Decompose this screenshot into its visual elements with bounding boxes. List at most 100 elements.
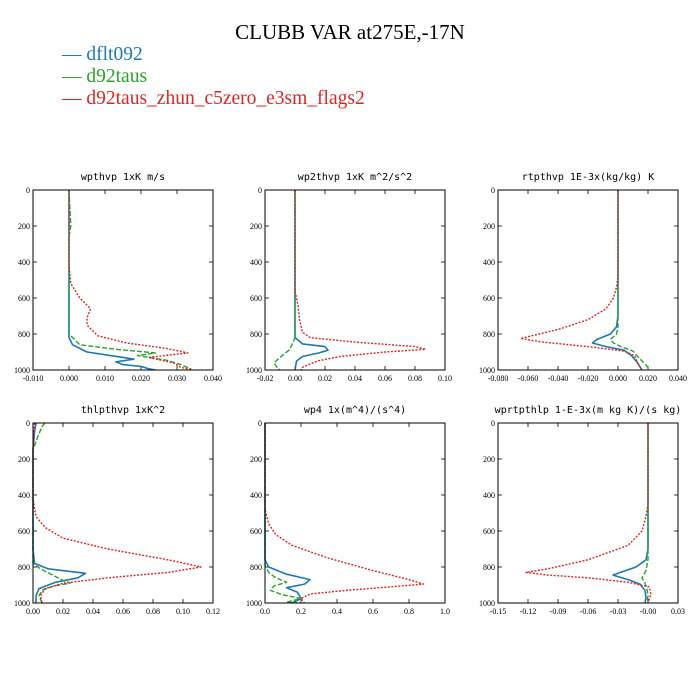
x-tick-label: -0.02 [257,374,274,383]
panel-frame [264,422,446,604]
series-line-d92taus [68,189,192,370]
panel-3: rtpthvp 1E-3x(kg/kg) K -0.080 -0.060 -0.040… [479,172,687,383]
y-tick-label: 600 [483,294,495,303]
y-tick-label: 800 [18,563,30,572]
x-tick-label: -0.03 [610,607,627,616]
x-tick-label: 0.040 [669,374,687,383]
y-tick-label: 1000 [14,366,30,375]
legend-item-d92taus: — d92taus [62,66,365,88]
x-tick-label: 0.000 [609,374,627,383]
y-tick-label: 200 [18,222,30,231]
panel-6: wprtpthlp 1-E-3x(m kg K)/(s kg) -0.15 -0.1… [479,405,685,616]
series-line-d92taus_zhun_c5zero_e3sm_flags2 [519,190,643,371]
y-tick-label: 0 [26,186,30,195]
legend-item-dflt092: — dflt092 [62,44,365,66]
x-tick-label: 0.4 [332,607,342,616]
y-tick-label: 0 [258,186,262,195]
x-tick-label: 0.00 [288,374,302,383]
y-tick-label: 400 [483,258,495,267]
x-tick-label: -0.06 [580,607,597,616]
y-tick-label: 1000 [246,599,262,608]
legend-label: d92taus [86,66,148,87]
x-tick-label: -0.09 [550,607,567,616]
x-tick-label: 0.020 [132,374,150,383]
figure-title: CLUBB VAR at275E,-17N [235,20,465,44]
y-tick-label: 600 [18,294,30,303]
x-tick-label: -0.00 [640,607,657,616]
y-tick-label: 1000 [479,599,495,608]
legend-item-d92taus-zhun: — d92taus_zhun_c5zero_e3sm_flags2 [62,88,365,110]
y-tick-label: 1000 [246,366,262,375]
x-tick-label: 0.00 [26,607,40,616]
x-tick-label: -0.15 [490,607,507,616]
series-line-d92taus [32,422,72,604]
x-tick-label: 0.12 [206,607,220,616]
y-tick-label: 800 [250,330,262,339]
panel-1: wpthvp 1xK m/s -0.010 0.000 0.010 0.020 0.030… [14,172,222,383]
x-tick-label: 0.10 [176,607,190,616]
panel-frame [497,189,679,371]
y-tick-label: 200 [250,222,262,231]
series-line-dflt092 [591,190,643,371]
x-tick-label: 0.06 [378,374,392,383]
series-line-dflt092 [294,190,329,371]
panel-frame [264,189,446,371]
x-tick-label: 0.000 [60,374,78,383]
x-tick-label: 0.030 [168,374,186,383]
y-tick-label: 400 [250,258,262,267]
y-tick-label: 200 [483,455,495,464]
series-line-dflt092 [264,423,311,604]
panel-title: wprtpthlp 1-E-3x(m kg K)/(s kg) [495,405,682,416]
panel-title: rtpthvp 1E-3x(kg/kg) K [522,172,654,183]
x-tick-label: 0.04 [348,374,362,383]
y-tick-label: 600 [18,527,30,536]
series-line-d92taus_zhun_c5zero_e3sm_flags2 [32,422,202,604]
x-tick-label: 0.02 [318,374,332,383]
x-tick-label: 0.6 [368,607,378,616]
x-tick-label: 0.8 [404,607,414,616]
x-tick-label: -0.020 [578,374,599,383]
legend-marker: — [62,66,87,87]
y-tick-label: 600 [483,527,495,536]
series-line-d92taus [641,423,649,604]
x-tick-label: 0.10 [438,374,452,383]
x-tick-label: -0.080 [488,374,509,383]
panel-title: thlpthvp 1xK^2 [81,405,165,416]
panel-frame [497,422,679,604]
y-tick-label: 1000 [479,366,495,375]
x-tick-label: -0.040 [548,374,569,383]
y-tick-label: 800 [18,330,30,339]
panel-5: wp4 1x(m^4)/(s^4) 0.0 0.2 0.4 0.6 0.8 1.0 0 200 4… [246,405,450,616]
series-line-d92taus_zhun_c5zero_e3sm_flags2 [294,190,427,371]
series-line-dflt092 [32,422,87,603]
x-tick-label: 0.02 [56,607,70,616]
x-tick-label: -0.060 [518,374,539,383]
y-tick-label: 0 [258,419,262,428]
legend-label: d92taus_zhun_c5zero_e3sm_flags2 [86,88,365,109]
y-tick-label: 600 [250,294,262,303]
x-tick-label: 0.03 [671,607,685,616]
y-tick-label: 400 [250,491,262,500]
panel-frame [32,422,214,604]
y-tick-label: 800 [483,563,495,572]
y-tick-label: 800 [483,330,495,339]
panel-2: wp2thvp 1xK m^2/s^2 -0.02 0.00 0.02 0.04 0.06… [246,172,452,383]
y-tick-label: 0 [26,419,30,428]
legend-label: dflt092 [86,44,143,65]
y-tick-label: 200 [483,222,495,231]
series-line-d92taus_zhun_c5zero_e3sm_flags2 [68,190,192,371]
series-line-d92taus [609,190,651,371]
legend-marker: — [62,88,87,109]
y-tick-label: 800 [250,563,262,572]
y-tick-label: 200 [250,455,262,464]
x-tick-label: 0.08 [408,374,422,383]
x-tick-label: 0.04 [86,607,100,616]
x-tick-label: -0.12 [520,607,537,616]
panel-title: wpthvp 1xK m/s [81,172,165,183]
x-tick-label: 0.010 [96,374,114,383]
x-tick-label: 0.0 [260,607,270,616]
x-tick-label: 0.020 [639,374,657,383]
series-line-d92taus [273,190,296,371]
